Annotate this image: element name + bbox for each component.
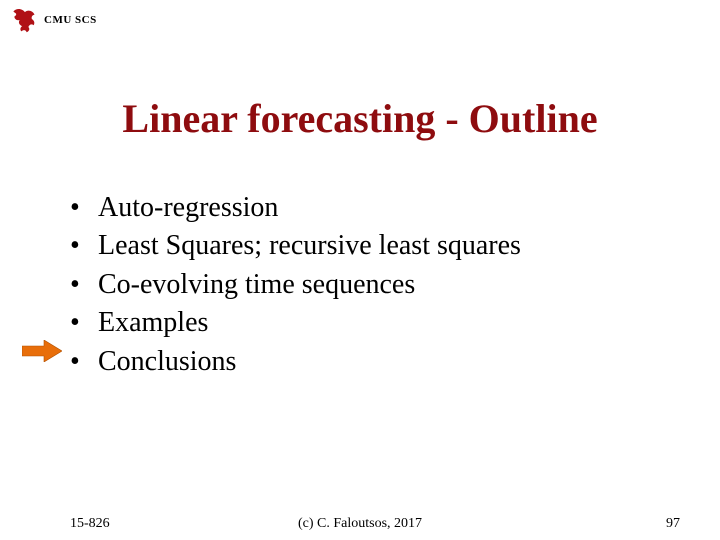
cmu-dragon-icon (10, 6, 38, 34)
header-label: CMU SCS (44, 14, 97, 26)
slide-header: CMU SCS (10, 6, 97, 34)
slide: CMU SCS Linear forecasting - Outline Aut… (0, 0, 720, 540)
list-item: Examples (70, 305, 521, 341)
bullet-list: Auto-regression Least Squares; recursive… (70, 190, 521, 382)
bullet-text: Auto-regression (98, 192, 278, 223)
bullet-text: Least Squares; recursive least squares (98, 230, 521, 261)
highlight-arrow-icon (22, 340, 62, 362)
list-item: Auto-regression (70, 190, 521, 226)
slide-title: Linear forecasting - Outline (0, 95, 720, 142)
list-item: Least Squares; recursive least squares (70, 228, 521, 264)
bullet-text: Conclusions (98, 346, 236, 377)
list-item: Conclusions (70, 344, 521, 380)
bullet-text: Examples (98, 307, 208, 338)
list-item: Co-evolving time sequences (70, 267, 521, 303)
page-number: 97 (666, 516, 680, 532)
copyright-text: (c) C. Faloutsos, 2017 (0, 516, 720, 532)
bullet-text: Co-evolving time sequences (98, 269, 415, 300)
